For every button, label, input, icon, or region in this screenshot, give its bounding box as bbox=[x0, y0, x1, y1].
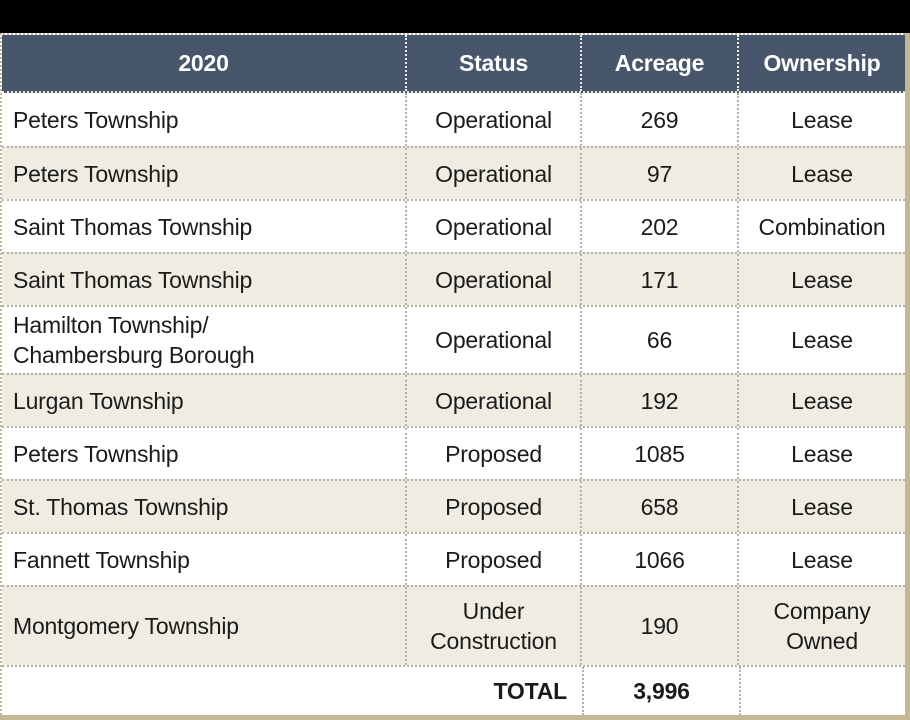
table-row: St. Thomas Township Proposed 658 Lease bbox=[2, 479, 905, 532]
cell-township: Lurgan Township bbox=[13, 387, 184, 414]
cell-acreage: 1085 bbox=[580, 428, 737, 479]
cell-status: Proposed bbox=[405, 534, 580, 585]
cell-status: Operational bbox=[405, 93, 580, 146]
cell-status: Operational bbox=[405, 375, 580, 426]
cell-status: Under Construction bbox=[405, 587, 580, 665]
cell-township: Peters Township bbox=[13, 106, 179, 133]
header-year: 2020 bbox=[178, 50, 229, 76]
cell-acreage: 192 bbox=[580, 375, 737, 426]
table-row: Fannett Township Proposed 1066 Lease bbox=[2, 532, 905, 585]
table-row: Peters Township Proposed 1085 Lease bbox=[2, 426, 905, 479]
table-row: Saint Thomas Township Operational 171 Le… bbox=[2, 252, 905, 305]
cell-ownership: Lease bbox=[737, 428, 905, 479]
total-label: TOTAL bbox=[493, 678, 567, 704]
table-row: Montgomery Township Under Construction 1… bbox=[2, 585, 905, 665]
cell-status: Proposed bbox=[405, 481, 580, 532]
cell-township: Montgomery Township bbox=[13, 613, 239, 639]
total-acreage: 3,996 bbox=[582, 667, 739, 715]
table-row: Saint Thomas Township Operational 202 Co… bbox=[2, 199, 905, 252]
total-ownership-empty bbox=[739, 667, 905, 715]
cell-township: Hamilton Township/ Chambersburg Borough bbox=[13, 312, 255, 368]
table-row: Peters Township Operational 97 Lease bbox=[2, 146, 905, 199]
cell-ownership: Lease bbox=[737, 534, 905, 585]
cell-ownership: Lease bbox=[737, 148, 905, 199]
cell-status: Operational bbox=[405, 201, 580, 252]
table-header-row: 2020 Status Acreage Ownership bbox=[2, 35, 905, 93]
table-row: Hamilton Township/ Chambersburg Borough … bbox=[2, 305, 905, 373]
cell-ownership: Company Owned bbox=[737, 587, 905, 665]
table-row: Peters Township Operational 269 Lease bbox=[2, 93, 905, 146]
cell-acreage: 190 bbox=[580, 587, 737, 665]
header-status: Status bbox=[405, 35, 580, 91]
header-ownership: Ownership bbox=[737, 35, 905, 91]
cell-township: St. Thomas Township bbox=[13, 493, 229, 520]
cell-township: Fannett Township bbox=[13, 546, 190, 573]
cell-acreage: 97 bbox=[580, 148, 737, 199]
cell-township: Saint Thomas Township bbox=[13, 213, 253, 240]
cell-ownership: Lease bbox=[737, 307, 905, 373]
cell-acreage: 658 bbox=[580, 481, 737, 532]
cell-acreage: 66 bbox=[580, 307, 737, 373]
cell-status: Operational bbox=[405, 307, 580, 373]
table-total-row: TOTAL 3,996 bbox=[2, 665, 905, 715]
cell-acreage: 171 bbox=[580, 254, 737, 305]
cell-township: Saint Thomas Township bbox=[13, 266, 253, 293]
table-frame: 2020 Status Acreage Ownership Peters Tow… bbox=[0, 33, 910, 720]
cell-township: Peters Township bbox=[13, 160, 179, 187]
header-acreage: Acreage bbox=[580, 35, 737, 91]
cell-ownership: Combination bbox=[737, 201, 905, 252]
cell-status: Proposed bbox=[405, 428, 580, 479]
cell-ownership: Lease bbox=[737, 375, 905, 426]
cell-acreage: 269 bbox=[580, 93, 737, 146]
table-row: Lurgan Township Operational 192 Lease bbox=[2, 373, 905, 426]
acreage-table: 2020 Status Acreage Ownership Peters Tow… bbox=[0, 33, 905, 715]
cell-status: Operational bbox=[405, 148, 580, 199]
cell-acreage: 202 bbox=[580, 201, 737, 252]
cell-acreage: 1066 bbox=[580, 534, 737, 585]
cell-township: Peters Township bbox=[13, 440, 179, 467]
cell-ownership: Lease bbox=[737, 93, 905, 146]
cell-ownership: Lease bbox=[737, 481, 905, 532]
cell-ownership: Lease bbox=[737, 254, 905, 305]
cell-status: Operational bbox=[405, 254, 580, 305]
